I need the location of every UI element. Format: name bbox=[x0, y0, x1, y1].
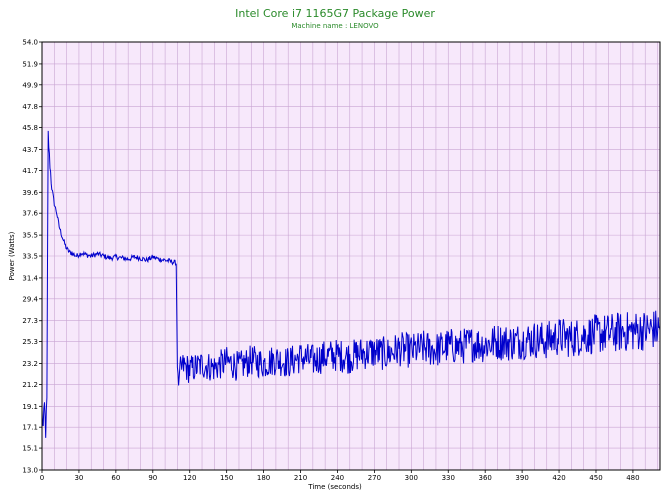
x-tick-label: 450 bbox=[589, 474, 602, 482]
y-tick-label: 35.5 bbox=[22, 232, 38, 240]
y-tick-label: 33.5 bbox=[22, 253, 38, 261]
x-tick-label: 90 bbox=[148, 474, 157, 482]
y-tick-label: 54.0 bbox=[22, 39, 38, 47]
y-tick-label: 13.0 bbox=[22, 467, 38, 475]
y-tick-label: 51.9 bbox=[22, 60, 38, 68]
y-tick-label: 19.1 bbox=[22, 403, 38, 411]
y-tick-label: 15.1 bbox=[22, 445, 38, 453]
y-tick-label: 45.8 bbox=[22, 124, 38, 132]
y-axis-ticks: 13.0 15.1 17.1 19.1 21.2 23.2 25.3 27.3 29.4 31.4… bbox=[22, 39, 42, 475]
x-tick-label: 420 bbox=[552, 474, 565, 482]
chart-title: Intel Core i7 1165G7 Package Power bbox=[235, 7, 435, 20]
y-tick-label: 25.3 bbox=[22, 338, 38, 346]
x-tick-label: 390 bbox=[515, 474, 528, 482]
x-tick-label: 360 bbox=[478, 474, 491, 482]
x-axis-ticks: 0 30 60 90 120 150 180 210 240 270 300 330 360 390 420… bbox=[40, 470, 640, 482]
y-tick-label: 39.6 bbox=[22, 189, 38, 197]
y-tick-label: 23.2 bbox=[22, 360, 38, 368]
y-tick-label: 37.6 bbox=[22, 210, 38, 218]
y-tick-label: 31.4 bbox=[22, 274, 38, 282]
plot-frame bbox=[41, 41, 661, 471]
x-tick-label: 150 bbox=[220, 474, 233, 482]
y-tick-label: 47.8 bbox=[22, 103, 38, 111]
x-tick-label: 270 bbox=[368, 474, 381, 482]
grid-lines bbox=[42, 42, 660, 470]
y-tick-label: 43.7 bbox=[22, 146, 38, 154]
y-axis-label: Power (Watts) bbox=[8, 231, 16, 280]
x-tick-label: 0 bbox=[40, 474, 44, 482]
x-tick-label: 60 bbox=[111, 474, 120, 482]
y-tick-label: 29.4 bbox=[22, 295, 38, 303]
x-axis-label: Time (seconds) bbox=[307, 483, 362, 491]
series-line-power bbox=[41, 130, 661, 438]
y-tick-label: 27.3 bbox=[22, 317, 38, 325]
x-tick-label: 330 bbox=[442, 474, 455, 482]
x-tick-label: 120 bbox=[183, 474, 196, 482]
y-tick-label: 21.2 bbox=[22, 381, 38, 389]
y-tick-label: 49.9 bbox=[22, 81, 38, 89]
x-tick-label: 30 bbox=[74, 474, 83, 482]
y-tick-label: 41.7 bbox=[22, 167, 38, 175]
x-tick-label: 180 bbox=[257, 474, 270, 482]
x-tick-label: 210 bbox=[294, 474, 307, 482]
x-tick-label: 240 bbox=[331, 474, 344, 482]
series-group bbox=[41, 130, 661, 438]
x-tick-label: 480 bbox=[626, 474, 639, 482]
chart-subtitle: Machine name : LENOVO bbox=[291, 22, 379, 30]
y-tick-label: 17.1 bbox=[22, 424, 38, 432]
x-tick-label: 300 bbox=[405, 474, 418, 482]
